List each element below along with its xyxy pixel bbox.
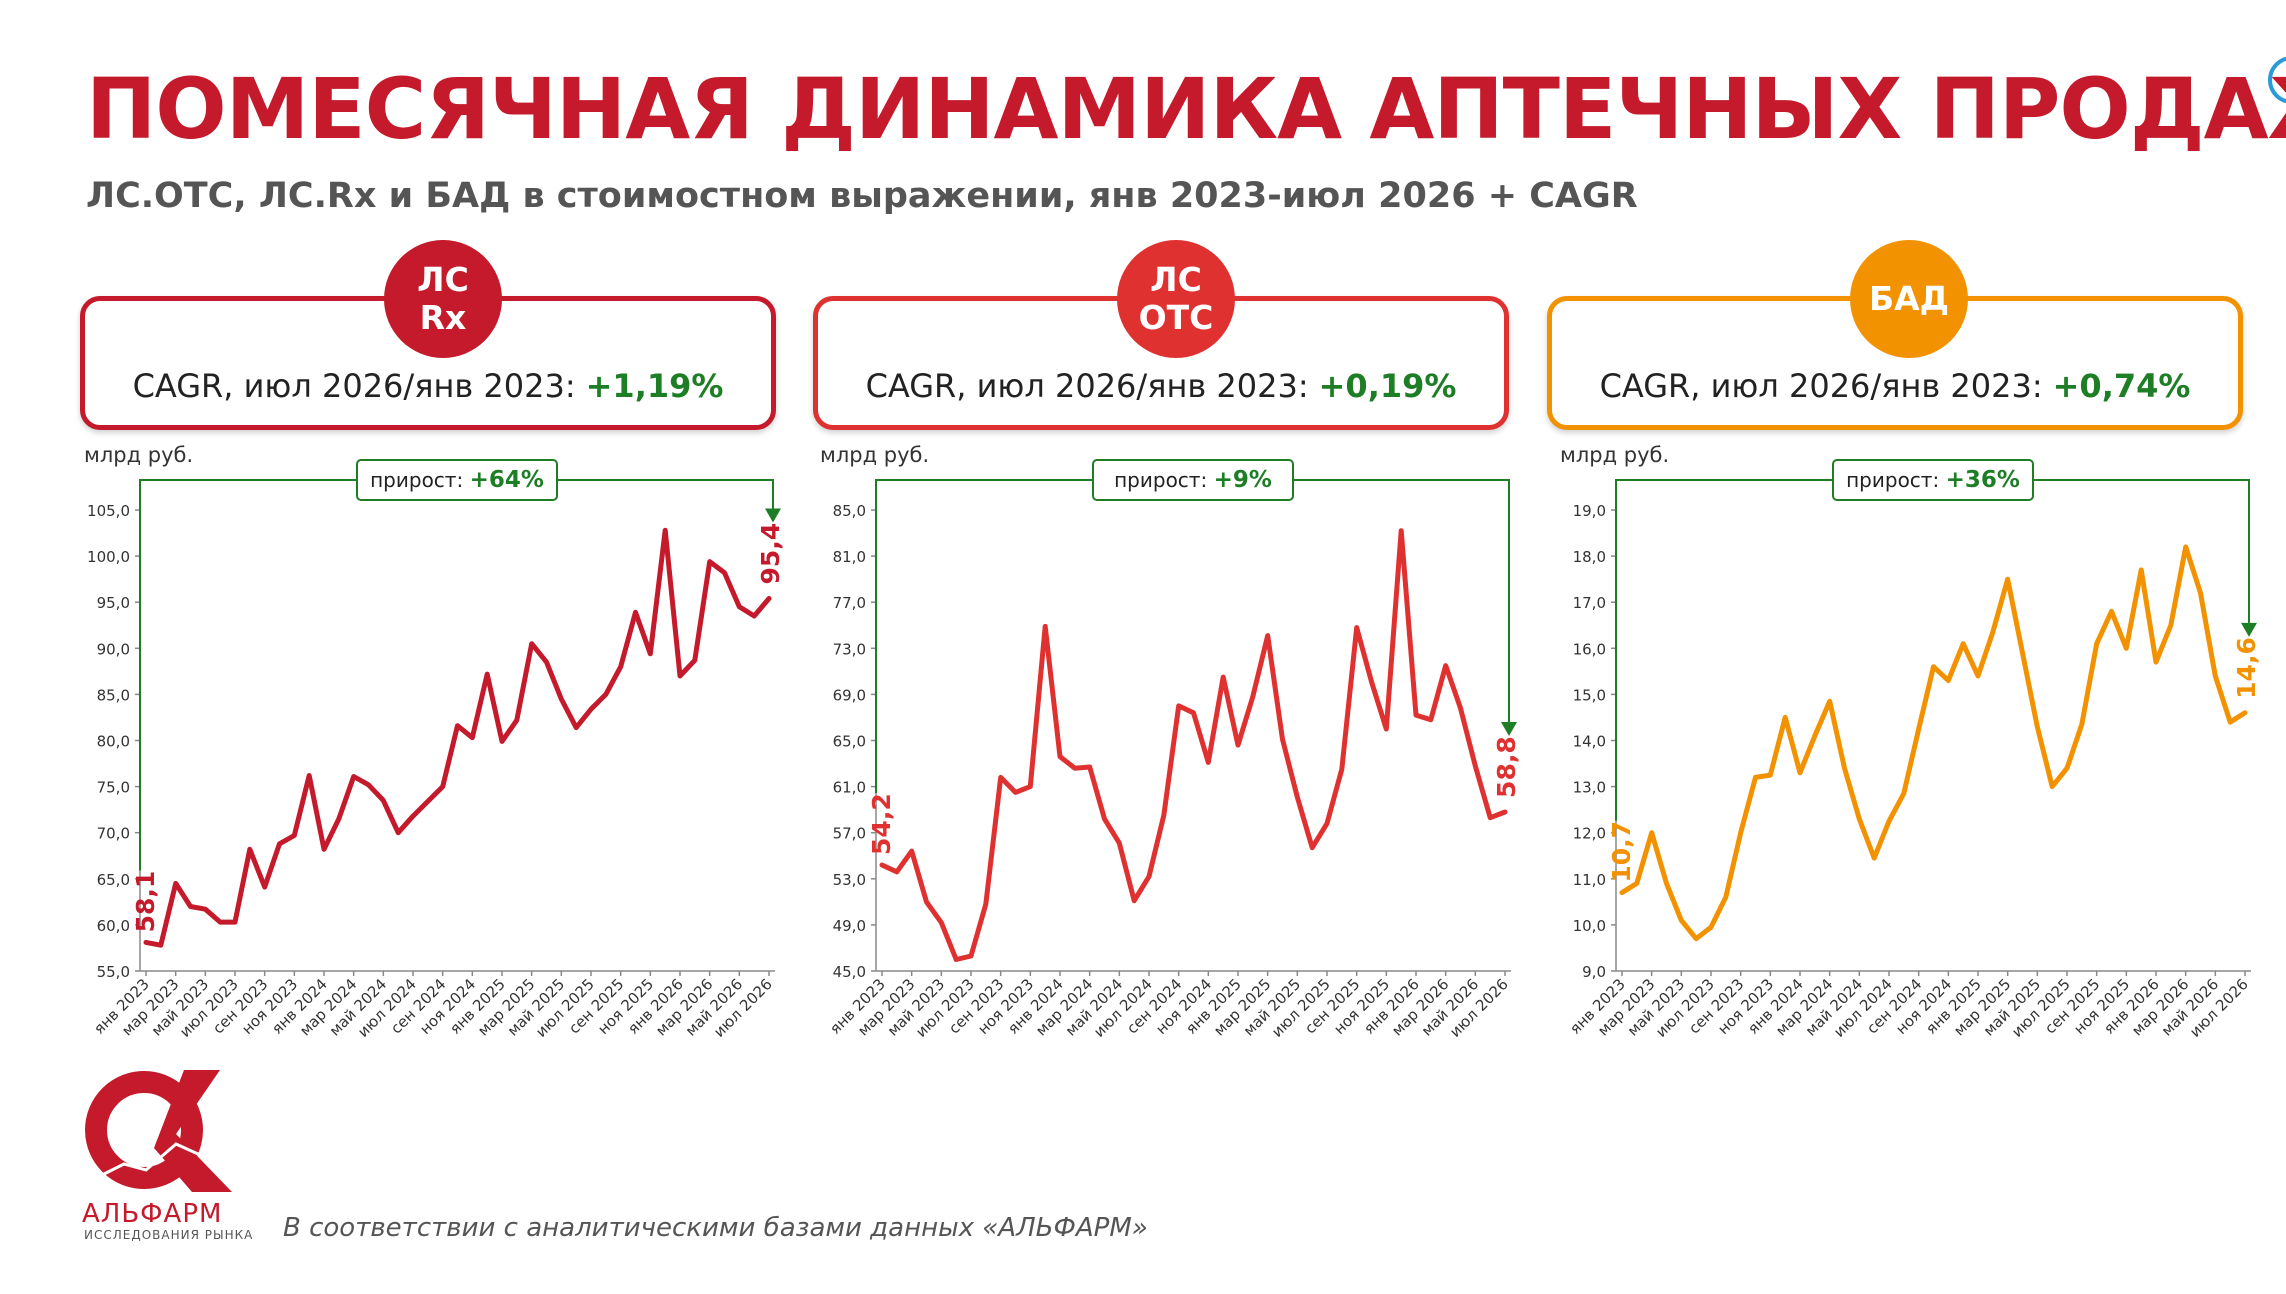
badge-bad: БАД bbox=[1850, 240, 1968, 358]
y-tick-label: 75,0 bbox=[97, 779, 130, 797]
growth-text: прирост: +64% bbox=[370, 467, 544, 493]
start-value-label: 10,7 bbox=[1607, 821, 1636, 883]
y-tick-label: 65,0 bbox=[833, 733, 866, 751]
end-value-label: 95,4 bbox=[756, 523, 785, 585]
growth-bracket bbox=[875, 479, 1510, 793]
page-title: ПОМЕСЯЧНАЯ ДИНАМИКА АПТЕЧНЫХ ПРОДАЖ bbox=[86, 60, 2286, 158]
growth-value: +64% bbox=[470, 467, 544, 493]
growth-arrowhead bbox=[1501, 721, 1517, 736]
y-tick-label: 65,0 bbox=[97, 871, 130, 889]
end-value-label: 14,6 bbox=[2232, 637, 2261, 699]
y-axis-label: млрд руб. bbox=[84, 443, 193, 467]
y-axis-label: млрд руб. bbox=[1560, 443, 1669, 467]
logo-name: АЛЬФАРМ bbox=[82, 1199, 223, 1229]
y-tick-label: 11,0 bbox=[1573, 871, 1606, 889]
growth-box bbox=[1092, 459, 1294, 501]
logo-subtitle: ИССЛЕДОВАНИЯ РЫНКА bbox=[84, 1228, 254, 1242]
chart-rx: млрд руб. 55,0 60,0 65,0 70,0 75,0 80,0 85,0 90,… bbox=[84, 443, 785, 1041]
cagr-value: +1,19% bbox=[585, 367, 724, 405]
cagr-value: +0,74% bbox=[2052, 367, 2191, 405]
y-tick-label: 105,0 bbox=[87, 502, 130, 520]
badge-rx: ЛС Rx bbox=[384, 240, 502, 358]
y-tick-label: 70,0 bbox=[97, 825, 130, 843]
y-tick-label: 53,0 bbox=[833, 871, 866, 889]
start-value-label: 58,1 bbox=[131, 871, 160, 933]
y-tick-label: 19,0 bbox=[1573, 502, 1606, 520]
alfarm-logo bbox=[85, 1070, 232, 1192]
y-tick-label: 9,0 bbox=[1582, 963, 1606, 981]
y-tick-label: 95,0 bbox=[97, 594, 130, 612]
y-tick-label: 17,0 bbox=[1573, 594, 1606, 612]
page-subtitle: ЛС.ОТС, ЛС.Rx и БАД в стоимостном выраже… bbox=[86, 176, 1638, 216]
y-tick-label: 81,0 bbox=[833, 548, 866, 566]
y-tick-label: 45,0 bbox=[833, 963, 866, 981]
series-line bbox=[1619, 544, 2248, 942]
cagr-text: CAGR, июл 2026/янв 2023: +0,74% bbox=[1552, 367, 2238, 405]
cagr-text: CAGR, июл 2026/янв 2023: +0,19% bbox=[818, 367, 1504, 405]
cagr-label: CAGR, июл 2026/янв 2023: bbox=[865, 367, 1309, 405]
growth-box bbox=[356, 459, 558, 501]
growth-label: прирост: bbox=[1846, 468, 1945, 492]
y-tick-label: 80,0 bbox=[97, 733, 130, 751]
growth-value: +36% bbox=[1946, 467, 2020, 493]
growth-value: +9% bbox=[1214, 467, 1272, 493]
y-tick-label: 61,0 bbox=[833, 779, 866, 797]
y-tick-label: 57,0 bbox=[833, 825, 866, 843]
growth-arrowhead bbox=[2241, 622, 2257, 637]
cagr-value: +0,19% bbox=[1318, 367, 1457, 405]
growth-text: прирост: +9% bbox=[1114, 467, 1272, 493]
y-tick-label: 14,0 bbox=[1573, 733, 1606, 751]
chart-bad: млрд руб. 9,0 10,0 11,0 12,0 13,0 14,0 15,0 16,0… bbox=[1560, 443, 2261, 1041]
series-line bbox=[143, 527, 772, 948]
y-tick-label: 16,0 bbox=[1573, 640, 1606, 658]
y-tick-label: 100,0 bbox=[87, 548, 130, 566]
y-tick-label: 73,0 bbox=[833, 640, 866, 658]
growth-arrowhead bbox=[765, 508, 781, 523]
cagr-label: CAGR, июл 2026/янв 2023: bbox=[1599, 367, 2043, 405]
y-tick-label: 85,0 bbox=[833, 502, 866, 520]
cagr-text: CAGR, июл 2026/янв 2023: +1,19% bbox=[85, 367, 771, 405]
y-tick-label: 49,0 bbox=[833, 917, 866, 935]
growth-label: прирост: bbox=[1114, 468, 1213, 492]
y-tick-label: 15,0 bbox=[1573, 686, 1606, 704]
series-line bbox=[879, 528, 1508, 962]
y-tick-label: 10,0 bbox=[1573, 917, 1606, 935]
chart-otc: млрд руб. 45,0 49,0 53,0 57,0 61,0 65,0 69,0 73,… bbox=[820, 443, 1521, 1041]
cagr-label: CAGR, июл 2026/янв 2023: bbox=[132, 367, 576, 405]
y-tick-label: 69,0 bbox=[833, 686, 866, 704]
y-tick-label: 60,0 bbox=[97, 917, 130, 935]
y-axis-label: млрд руб. bbox=[820, 443, 929, 467]
y-tick-label: 13,0 bbox=[1573, 779, 1606, 797]
footnote: В соответствии с аналитическими базами д… bbox=[283, 1213, 1148, 1243]
start-value-label: 54,2 bbox=[867, 793, 896, 855]
y-tick-label: 90,0 bbox=[97, 640, 130, 658]
y-tick-label: 12,0 bbox=[1573, 825, 1606, 843]
y-tick-label: 18,0 bbox=[1573, 548, 1606, 566]
growth-text: прирост: +36% bbox=[1846, 467, 2020, 493]
badge-otc: ЛС ОТС bbox=[1117, 240, 1235, 358]
end-value-label: 58,8 bbox=[1492, 736, 1521, 798]
y-tick-label: 85,0 bbox=[97, 686, 130, 704]
growth-box bbox=[1832, 459, 2034, 501]
y-tick-label: 55,0 bbox=[97, 963, 130, 981]
growth-label: прирост: bbox=[370, 468, 469, 492]
y-tick-label: 77,0 bbox=[833, 594, 866, 612]
